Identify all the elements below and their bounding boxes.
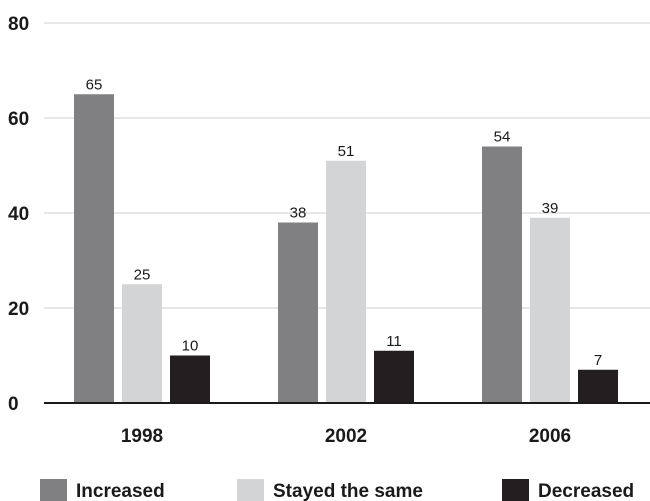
- legend-swatch: [237, 479, 264, 501]
- bar-value-label: 65: [86, 76, 103, 93]
- bar: [482, 146, 522, 403]
- bar: [374, 350, 414, 403]
- legend-swatch: [40, 479, 67, 501]
- bar-value-label: 51: [338, 143, 355, 160]
- bar-value-label: 39: [542, 200, 559, 217]
- y-tick-label: 40: [8, 204, 29, 225]
- legend-label: Increased: [76, 481, 165, 501]
- y-axis-ticks: 0 20 40 60 80: [8, 14, 29, 415]
- bar: [170, 355, 210, 403]
- bar: [74, 94, 114, 403]
- legend-swatch: [502, 479, 529, 501]
- data-labels: 65 25 10 38 51 11 54 39 7: [86, 76, 603, 369]
- bar: [530, 217, 570, 403]
- bar-value-label: 7: [594, 352, 602, 369]
- bar-value-label: 25: [134, 266, 151, 283]
- y-tick-label: 0: [8, 394, 19, 415]
- bar: [122, 284, 162, 403]
- bar-value-label: 54: [494, 129, 511, 146]
- legend: Increased Stayed the same Decreased: [40, 479, 634, 501]
- y-tick-label: 20: [8, 299, 29, 320]
- legend-label: Decreased: [538, 481, 634, 501]
- legend-label: Stayed the same: [273, 481, 423, 501]
- x-tick-label: 2002: [325, 426, 367, 447]
- y-tick-label: 80: [8, 14, 29, 35]
- bar: [578, 369, 618, 403]
- bar-value-label: 10: [182, 338, 199, 355]
- bar-value-label: 11: [386, 333, 402, 350]
- bars: [74, 94, 618, 403]
- bar-value-label: 38: [290, 205, 307, 222]
- x-axis-categories: 1998 2002 2006: [121, 426, 571, 447]
- bar: [278, 222, 318, 403]
- x-tick-label: 1998: [121, 426, 163, 447]
- bar: [326, 160, 366, 403]
- y-tick-label: 60: [8, 109, 29, 130]
- x-tick-label: 2006: [529, 426, 571, 447]
